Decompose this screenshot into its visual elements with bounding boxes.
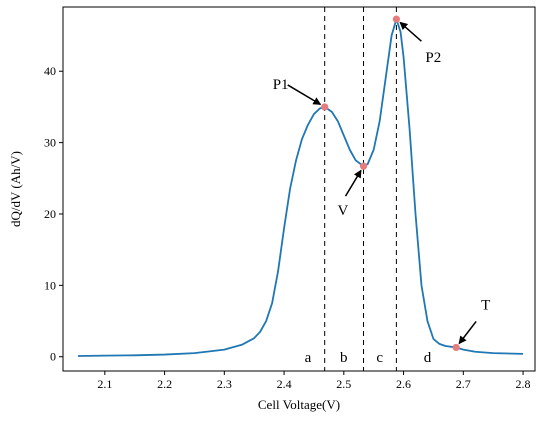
y-axis-label: dQ/dV (Ah/V) xyxy=(8,151,23,227)
region-label-c: c xyxy=(376,350,383,366)
annotation-label-p2: P2 xyxy=(425,50,441,66)
y-tick-label: 40 xyxy=(44,64,56,78)
annotation-arrow xyxy=(458,320,477,345)
x-tick-label: 2.1 xyxy=(97,377,112,391)
x-tick-label: 2.3 xyxy=(217,377,232,391)
x-tick-label: 2.6 xyxy=(396,377,411,391)
x-tick-label: 2.8 xyxy=(516,377,531,391)
x-tick-label: 2.7 xyxy=(456,377,471,391)
region-label-b: b xyxy=(340,350,348,366)
y-tick-label: 0 xyxy=(50,350,56,364)
x-tick-label: 2.2 xyxy=(157,377,172,391)
x-axis-label: Cell Voltage(V) xyxy=(258,397,340,412)
region-label-d: d xyxy=(424,350,432,366)
region-label-a: a xyxy=(305,350,312,366)
annotation-arrow xyxy=(399,21,422,42)
annotation-label-p1: P1 xyxy=(273,77,289,93)
annotation-label-t: T xyxy=(481,297,490,313)
marker-t xyxy=(452,343,460,352)
x-tick-label: 2.5 xyxy=(336,377,351,391)
annotation-label-v: V xyxy=(338,203,349,219)
plot-frame xyxy=(62,6,536,372)
y-tick-label: 10 xyxy=(44,278,56,292)
y-tick-label: 20 xyxy=(44,207,56,221)
x-tick-label: 2.4 xyxy=(277,377,292,391)
marker-p2 xyxy=(392,15,400,23)
marker-p1 xyxy=(321,103,329,111)
marker-v xyxy=(359,162,368,170)
y-tick-label: 30 xyxy=(44,136,56,150)
annotation-arrow xyxy=(344,169,362,197)
annotation-arrow xyxy=(287,84,322,106)
series-line xyxy=(77,18,524,357)
